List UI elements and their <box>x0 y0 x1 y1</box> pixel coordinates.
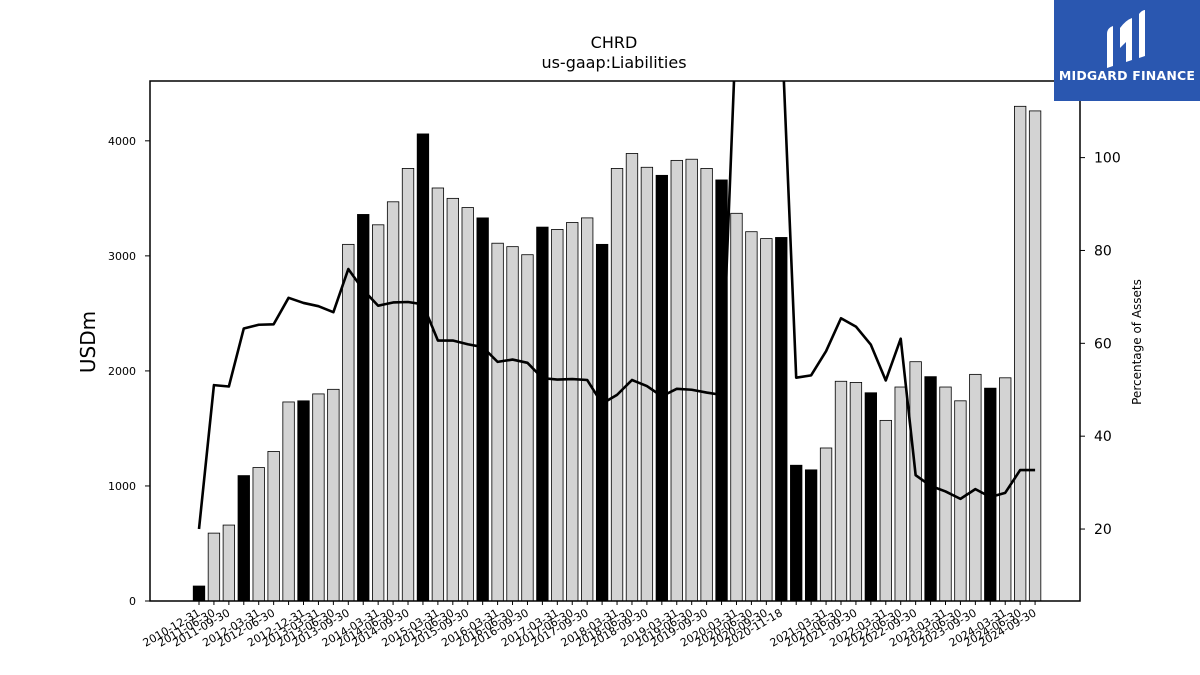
bar-2020-09-30 <box>760 238 773 602</box>
bar-2014-09-30 <box>401 168 415 602</box>
bar-2020-06-30 <box>745 231 758 602</box>
bars-layer <box>192 105 1042 602</box>
bar-2012-12-31 <box>297 400 310 602</box>
bar-2018-03-31 <box>610 168 624 602</box>
bar-2023-09-30 <box>969 373 982 602</box>
bar-2020-11-19 <box>790 464 803 602</box>
bar-2015-09-30 <box>461 207 474 602</box>
brand-name: MIDGARD FINANCE <box>1058 68 1196 83</box>
bar-2021-09-30 <box>849 382 863 602</box>
bar-2018-06-30 <box>625 153 639 602</box>
y2-tick-label: 40 <box>1094 429 1112 445</box>
bar-2022-12-31 <box>924 376 937 602</box>
bar-2012-03-31 <box>252 467 265 602</box>
brand-logo: MIDGARD FINANCE <box>1054 0 1200 101</box>
bar-2011-06-30 <box>207 532 221 602</box>
y-tick-label: 0 <box>129 595 136 608</box>
y2-tick-label: 20 <box>1094 522 1112 538</box>
bar-2021-06-30 <box>834 380 848 602</box>
bar-2017-12-31 <box>595 243 609 602</box>
x-ticks-layer: 2010-12-312011-06-302011-09-302012-03-31… <box>141 601 1039 650</box>
bar-2021-03-31 <box>819 447 833 602</box>
bar-2014-12-31 <box>416 133 430 602</box>
bar-2013-03-31 <box>312 393 325 602</box>
bar-2021-12-31 <box>864 392 877 602</box>
bar-2019-06-30 <box>685 158 698 602</box>
bar-2022-06-30 <box>894 386 907 602</box>
bar-2011-12-31 <box>237 475 250 602</box>
bar-2024-03-31 <box>999 377 1012 602</box>
bar-2016-03-31 <box>491 242 504 602</box>
bar-2022-03-31 <box>879 419 892 602</box>
y-axis-label: USDm <box>76 311 100 373</box>
bar-2012-09-30 <box>282 401 295 602</box>
bar-2013-09-30 <box>342 243 355 602</box>
bar-2018-12-31 <box>655 174 668 602</box>
bar-2015-06-30 <box>446 197 459 602</box>
bar-2020-03-31 <box>730 212 743 602</box>
y-tick-label: 2000 <box>108 365 136 378</box>
bar-2024-09-30 <box>1028 110 1042 602</box>
bar-2017-09-30 <box>581 217 594 602</box>
bar-2017-06-30 <box>566 222 579 602</box>
y-tick-label: 3000 <box>108 250 136 263</box>
y-ticks-layer: 0 1000 2000 3000 4000 <box>108 135 150 608</box>
y2-axis-label: Percentage of Assets <box>1130 279 1144 405</box>
bar-2022-09-30 <box>909 361 922 602</box>
y2-tick-label: 100 <box>1094 151 1121 167</box>
y2-tick-label: 80 <box>1094 243 1112 259</box>
bar-2020-11-18 <box>775 237 788 602</box>
bar-2016-09-30 <box>521 254 534 602</box>
bar-2011-09-30 <box>222 524 236 602</box>
chart-subtitle: us-gaap:Liabilities <box>541 53 686 72</box>
y2-ticks-layer: 20 40 60 80 100 <box>1080 151 1121 538</box>
bar-2015-12-31 <box>476 217 489 602</box>
bar-2019-09-30 <box>700 168 713 602</box>
bar-2013-12-31 <box>357 214 370 602</box>
bar-2015-03-31 <box>431 187 445 602</box>
bar-2017-03-31 <box>551 229 564 602</box>
plot-frame <box>149 80 1081 602</box>
bar-2024-06-30 <box>1014 105 1027 602</box>
y-tick-label: 4000 <box>108 135 136 148</box>
y-tick-label: 1000 <box>108 480 136 493</box>
midgard-bars-icon <box>1107 10 1145 68</box>
bar-2014-06-30 <box>386 201 400 602</box>
line-layer <box>197 81 1036 530</box>
bar-2012-06-30 <box>267 451 280 602</box>
chart-title: CHRD <box>591 33 638 52</box>
bar-2014-03-31 <box>372 224 385 602</box>
y2-tick-label: 60 <box>1094 336 1112 352</box>
bar-2010-12-31 <box>192 585 206 602</box>
bar-2016-12-31 <box>536 226 549 602</box>
bar-2013-06-30 <box>327 388 340 602</box>
bar-2023-06-30 <box>954 400 967 602</box>
line-series-0 <box>197 81 1036 530</box>
bar-2020-12-31 <box>804 469 818 602</box>
bar-2019-03-31 <box>670 159 683 602</box>
bar-2016-06-30 <box>506 246 519 602</box>
